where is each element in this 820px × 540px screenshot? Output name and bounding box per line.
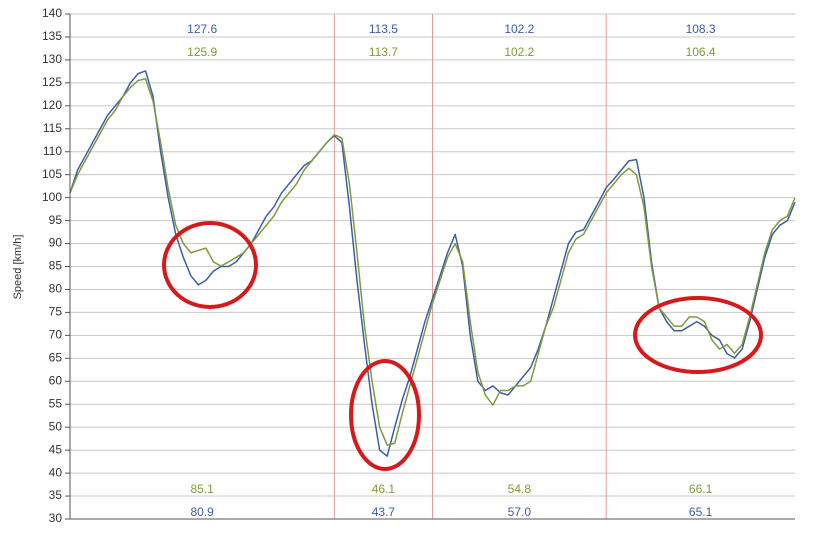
speed-line xyxy=(431,187,607,396)
max-label: 127.6 xyxy=(187,22,217,36)
y-tick-label: 90 xyxy=(49,236,63,250)
y-tick-label: 45 xyxy=(49,442,63,456)
y-tick-label: 85 xyxy=(49,259,63,273)
min-label: 46.1 xyxy=(372,482,396,496)
speed-line xyxy=(69,77,335,267)
y-tick-label: 110 xyxy=(43,144,62,158)
highlight-ellipse xyxy=(162,221,258,309)
y-tick-label: 120 xyxy=(42,98,62,112)
y-tick-label: 75 xyxy=(49,305,63,319)
highlight-ellipse xyxy=(349,359,421,471)
speed-line xyxy=(333,135,434,457)
max-label: 108.3 xyxy=(686,22,716,36)
min-label: 80.9 xyxy=(190,505,214,519)
min-label: 43.7 xyxy=(372,505,396,519)
y-tick-label: 70 xyxy=(49,328,63,342)
speed-line xyxy=(431,192,607,406)
max-label: 102.2 xyxy=(504,45,534,59)
speed-line xyxy=(605,167,796,355)
y-tick-label: 115 xyxy=(43,121,62,135)
y-tick-label: 95 xyxy=(49,213,63,227)
y-tick-label: 30 xyxy=(49,511,63,525)
max-label: 106.4 xyxy=(686,45,716,59)
y-tick-label: 125 xyxy=(42,75,62,89)
max-label: 113.5 xyxy=(369,22,398,36)
y-tick-label: 35 xyxy=(49,488,63,502)
y-tick-label: 65 xyxy=(49,350,63,364)
y-tick-label: 55 xyxy=(49,396,63,410)
y-tick-label: 100 xyxy=(42,190,62,204)
y-tick-label: 60 xyxy=(49,373,63,387)
highlight-ellipse xyxy=(633,296,763,374)
speed-line xyxy=(334,134,434,446)
min-label: 54.8 xyxy=(508,482,532,496)
y-tick-label: 130 xyxy=(42,52,62,66)
max-label: 113.7 xyxy=(369,45,398,59)
grid xyxy=(70,13,795,520)
y-tick-label: 135 xyxy=(42,29,62,43)
highlights xyxy=(162,221,763,471)
speed-line xyxy=(605,158,796,359)
y-tick-label: 105 xyxy=(42,167,62,181)
max-label: 125.9 xyxy=(187,45,217,59)
y-axis-label: Speed [km/h] xyxy=(12,235,24,300)
y-tick-label: 40 xyxy=(49,465,63,479)
min-label: 85.1 xyxy=(190,482,214,496)
y-tick-label: 140 xyxy=(42,6,62,20)
y-tick-label: 80 xyxy=(49,282,63,296)
min-label: 57.0 xyxy=(508,505,532,519)
min-label: 65.1 xyxy=(689,505,713,519)
min-label: 66.1 xyxy=(689,482,713,496)
max-label: 102.2 xyxy=(504,22,534,36)
y-tick-label: 50 xyxy=(49,419,63,433)
plot xyxy=(69,70,796,457)
speed-line xyxy=(69,70,335,286)
